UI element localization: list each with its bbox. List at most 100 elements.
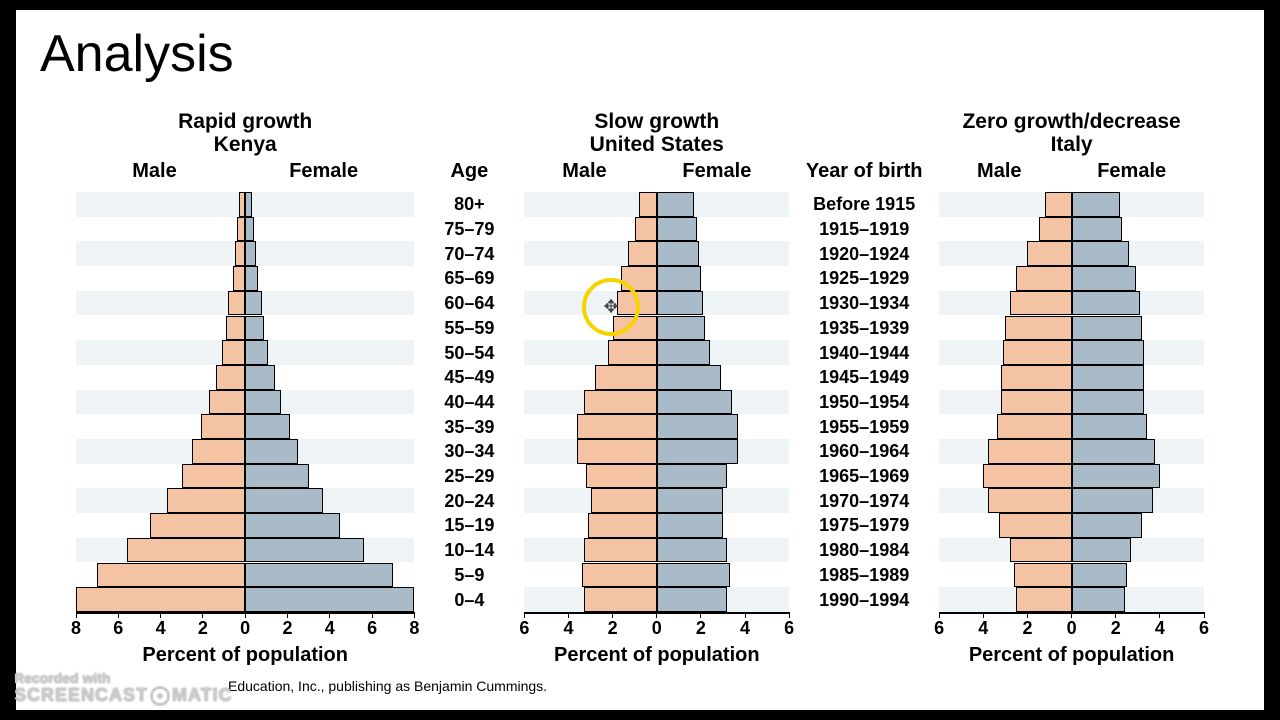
female-bar — [1072, 241, 1129, 266]
female-bar — [1072, 266, 1136, 291]
female-bar — [657, 390, 732, 415]
year-label: 1925–1929 — [789, 269, 939, 287]
female-bar — [245, 192, 251, 217]
female-bar — [657, 241, 699, 266]
male-bar — [608, 340, 657, 365]
male-bar — [127, 538, 245, 563]
female-bar — [1072, 291, 1140, 316]
axis-tick: 4 — [325, 612, 335, 639]
axis-tick: 6 — [519, 612, 529, 639]
male-bar — [591, 488, 657, 513]
female-bar — [657, 587, 728, 612]
female-bar — [657, 464, 728, 489]
axis-tick: 2 — [198, 612, 208, 639]
year-label: Before 1915 — [789, 195, 939, 213]
watermark-text-b: MATIC — [172, 686, 233, 706]
male-bar — [997, 414, 1072, 439]
female-bar — [245, 390, 281, 415]
age-label: 50–54 — [414, 344, 524, 362]
age-label: 55–59 — [414, 319, 524, 337]
year-label: 1930–1934 — [789, 294, 939, 312]
charts-container: Rapid growth Kenya Male Female 864202468… — [76, 110, 1204, 680]
female-bar — [1072, 217, 1123, 242]
x-axis: 6420246 — [524, 612, 789, 642]
female-bar — [657, 291, 703, 316]
female-label: Female — [289, 160, 358, 186]
male-bar — [1014, 563, 1071, 588]
male-bar — [222, 340, 245, 365]
male-bar — [1039, 217, 1072, 242]
age-label: 0–4 — [414, 591, 524, 609]
female-bar — [657, 563, 730, 588]
female-bar — [245, 291, 262, 316]
male-bar — [588, 513, 656, 538]
male-bar — [192, 439, 245, 464]
pyramid-bars — [76, 192, 414, 612]
pyramid-title: Rapid growth Kenya — [178, 110, 312, 160]
male-bar — [628, 241, 657, 266]
watermark-text-a: SCREENCAST — [14, 686, 148, 706]
male-bar — [1027, 241, 1071, 266]
male-bar — [584, 390, 657, 415]
female-label: Female — [1097, 160, 1166, 186]
age-label: 80+ — [414, 195, 524, 213]
pyramid-bars — [939, 192, 1204, 612]
pyramid-kenya: Rapid growth Kenya Male Female 864202468… — [76, 110, 414, 680]
spacer — [861, 110, 867, 160]
male-bar — [1016, 266, 1071, 291]
male-bar — [201, 414, 245, 439]
title-line2: Kenya — [178, 133, 312, 156]
age-label: 35–39 — [414, 418, 524, 436]
female-bar — [657, 217, 697, 242]
age-labels-col: Age 80+75–7970–7465–6960–6455–5950–5445–… — [414, 110, 524, 680]
male-bar — [150, 513, 245, 538]
male-bar — [584, 538, 657, 563]
age-label: 70–74 — [414, 245, 524, 263]
female-bar — [1072, 340, 1145, 365]
axis-tick: 4 — [978, 612, 988, 639]
axis-tick: 4 — [563, 612, 573, 639]
title-line1: Zero growth/decrease — [962, 110, 1180, 133]
age-label: 60–64 — [414, 294, 524, 312]
pyramid-us: Slow growth United States Male Female 64… — [524, 110, 789, 680]
year-label: 1915–1919 — [789, 220, 939, 238]
female-bar — [657, 365, 721, 390]
female-bar — [245, 563, 393, 588]
gender-header: Male Female — [939, 160, 1204, 186]
age-header-text: Age — [450, 160, 488, 186]
male-bar — [182, 464, 245, 489]
x-axis-label: Percent of population — [554, 644, 760, 667]
male-bar — [1010, 538, 1072, 563]
year-labels-col: Year of birth Before 19151915–19191920–1… — [789, 110, 939, 680]
title-line1: Rapid growth — [178, 110, 312, 133]
male-bar — [209, 390, 245, 415]
pyramid-italy: Zero growth/decrease Italy Male Female 6… — [939, 110, 1204, 680]
page-title: Analysis — [40, 24, 234, 84]
male-bar — [233, 266, 246, 291]
male-bar — [621, 266, 656, 291]
male-bar — [1001, 390, 1072, 415]
copyright-text: Education, Inc., publishing as Benjamin … — [228, 678, 547, 694]
male-bar — [97, 563, 245, 588]
year-label: 1990–1994 — [789, 591, 939, 609]
male-bar — [613, 316, 657, 341]
axis-tick: 6 — [113, 612, 123, 639]
axis-tick: 4 — [156, 612, 166, 639]
female-bar — [245, 587, 414, 612]
male-bar — [582, 563, 657, 588]
female-bar — [657, 513, 723, 538]
axis-tick: 2 — [696, 612, 706, 639]
age-label: 25–29 — [414, 467, 524, 485]
gender-header: Male Female — [524, 160, 789, 186]
watermark-logo-icon — [150, 686, 170, 706]
male-bar — [999, 513, 1072, 538]
axis-tick: 4 — [740, 612, 750, 639]
female-label: Female — [682, 160, 751, 186]
age-label: 40–44 — [414, 393, 524, 411]
male-bar — [237, 217, 245, 242]
year-label: 1975–1979 — [789, 516, 939, 534]
axis-tick: 2 — [608, 612, 618, 639]
male-bar — [1003, 340, 1071, 365]
female-bar — [657, 340, 710, 365]
pyramid-bars — [524, 192, 789, 612]
